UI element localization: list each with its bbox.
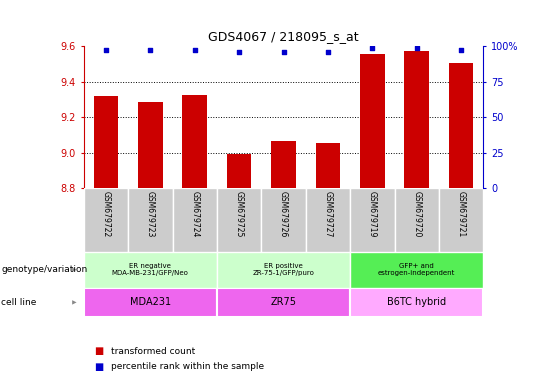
Text: GSM679721: GSM679721 [457, 191, 465, 237]
Bar [227, 154, 251, 188]
Bar [128, 188, 172, 252]
Point [102, 47, 110, 53]
Bar [316, 143, 340, 188]
Bar [261, 188, 306, 252]
Bar [395, 188, 439, 252]
Point [279, 49, 288, 55]
Bar [138, 102, 163, 188]
Point [191, 47, 199, 53]
Bar [449, 63, 473, 188]
Text: ■: ■ [94, 362, 104, 372]
Text: GSM679725: GSM679725 [234, 191, 244, 237]
Text: ER negative
MDA-MB-231/GFP/Neo: ER negative MDA-MB-231/GFP/Neo [112, 263, 189, 276]
Bar [271, 141, 296, 188]
Bar [183, 95, 207, 188]
Text: ■: ■ [94, 346, 104, 356]
Text: GSM679726: GSM679726 [279, 191, 288, 237]
Text: GSM679722: GSM679722 [102, 191, 110, 237]
Bar [84, 252, 217, 288]
Text: cell line: cell line [1, 298, 37, 307]
Point [413, 45, 421, 51]
Bar [217, 288, 350, 317]
Text: ZR75: ZR75 [271, 297, 296, 308]
Text: percentile rank within the sample: percentile rank within the sample [111, 362, 264, 371]
Bar [217, 252, 350, 288]
Text: MDA231: MDA231 [130, 297, 171, 308]
Text: GSM679727: GSM679727 [323, 191, 333, 237]
Bar [439, 188, 483, 252]
Point [323, 49, 332, 55]
Bar [360, 54, 384, 188]
Bar [84, 288, 217, 317]
Bar [172, 188, 217, 252]
Text: transformed count: transformed count [111, 347, 195, 356]
Text: ER positive
ZR-75-1/GFP/puro: ER positive ZR-75-1/GFP/puro [253, 263, 314, 276]
Text: GSM679724: GSM679724 [190, 191, 199, 237]
Text: GSM679720: GSM679720 [412, 191, 421, 237]
Bar [306, 188, 350, 252]
Title: GDS4067 / 218095_s_at: GDS4067 / 218095_s_at [208, 30, 359, 43]
Bar [350, 188, 395, 252]
Bar [350, 288, 483, 317]
Bar [94, 96, 118, 188]
Bar [84, 188, 128, 252]
Bar [404, 51, 429, 188]
Point [146, 47, 154, 53]
Text: genotype/variation: genotype/variation [1, 265, 87, 274]
Point [457, 47, 465, 53]
Point [368, 45, 376, 51]
Bar [217, 188, 261, 252]
Text: B6TC hybrid: B6TC hybrid [387, 297, 446, 308]
Text: GFP+ and
estrogen-independent: GFP+ and estrogen-independent [378, 263, 455, 276]
Text: GSM679723: GSM679723 [146, 191, 155, 237]
Text: GSM679719: GSM679719 [368, 191, 377, 237]
Bar [350, 252, 483, 288]
Point [235, 49, 244, 55]
